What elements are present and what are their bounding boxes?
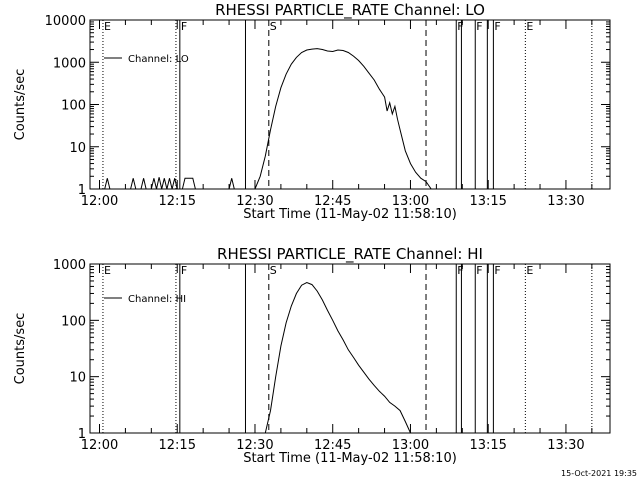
- y-axis-label: Counts/sec: [13, 69, 28, 141]
- x-tick-label: 12:00: [81, 194, 118, 209]
- event-label: F: [181, 264, 187, 277]
- y-tick-label: 1000: [53, 258, 86, 273]
- x-tick-label: 13:15: [469, 194, 506, 209]
- y-tick-label: 10: [69, 141, 86, 156]
- event-label: F: [494, 264, 500, 277]
- y-tick-label: 10: [69, 371, 86, 386]
- event-label: F: [476, 20, 482, 33]
- plot-frame: [89, 263, 611, 434]
- event-label: F: [494, 20, 500, 33]
- x-tick-label: 13:30: [547, 438, 584, 453]
- y-tick-label: 1: [78, 427, 86, 442]
- x-tick-label: 12:15: [159, 194, 196, 209]
- y-tick-label: 100: [61, 314, 86, 329]
- data-series-line: [94, 48, 432, 190]
- x-tick-label: 12:15: [159, 438, 196, 453]
- x-tick-label: 12:30: [236, 438, 273, 453]
- x-tick-label: 13:30: [547, 194, 584, 209]
- x-axis-label: Start Time (11-May-02 11:58:10): [243, 207, 457, 222]
- plot-frame: [89, 19, 611, 190]
- legend-label: Channel: HI: [128, 294, 186, 305]
- event-label: E: [104, 20, 111, 33]
- event-label: E: [104, 264, 111, 277]
- x-axis-label: Start Time (11-May-02 11:58:10): [243, 451, 457, 466]
- data-series-line: [264, 281, 411, 434]
- x-tick-label: 13:15: [469, 438, 506, 453]
- event-label: F: [457, 264, 463, 277]
- event-label: E: [526, 20, 533, 33]
- chart-title: RHESSI PARTICLE_RATE Channel: HI: [217, 245, 483, 264]
- chart-panel-lo: RHESSI PARTICLE_RATE Channel: LOE F S F F F E1…: [13, 1, 611, 222]
- legend-label: Channel: LO: [128, 54, 189, 65]
- chart-title: RHESSI PARTICLE_RATE Channel: LO: [215, 1, 485, 20]
- x-tick-label: 13:00: [392, 438, 429, 453]
- creation-timestamp: 15-Oct-2021 19:35: [561, 469, 637, 478]
- event-label: F: [457, 20, 463, 33]
- event-label: F: [181, 20, 187, 33]
- x-tick-label: 12:45: [314, 438, 351, 453]
- chart-panel-hi: RHESSI PARTICLE_RATE Channel: HIE F S F F F E1…: [13, 245, 611, 466]
- x-tick-label: 12:00: [81, 438, 118, 453]
- y-tick-label: 10000: [45, 14, 86, 29]
- x-tick-label: 13:00: [392, 194, 429, 209]
- y-tick-label: 100: [61, 99, 86, 114]
- event-label: S: [270, 20, 277, 33]
- y-axis-label: Counts/sec: [13, 313, 28, 385]
- x-tick-label: 12:30: [236, 194, 273, 209]
- y-tick-label: 1: [78, 183, 86, 198]
- y-tick-label: 1000: [53, 56, 86, 71]
- event-label: E: [526, 264, 533, 277]
- x-tick-label: 12:45: [314, 194, 351, 209]
- event-label: S: [270, 264, 277, 277]
- event-label: F: [476, 264, 482, 277]
